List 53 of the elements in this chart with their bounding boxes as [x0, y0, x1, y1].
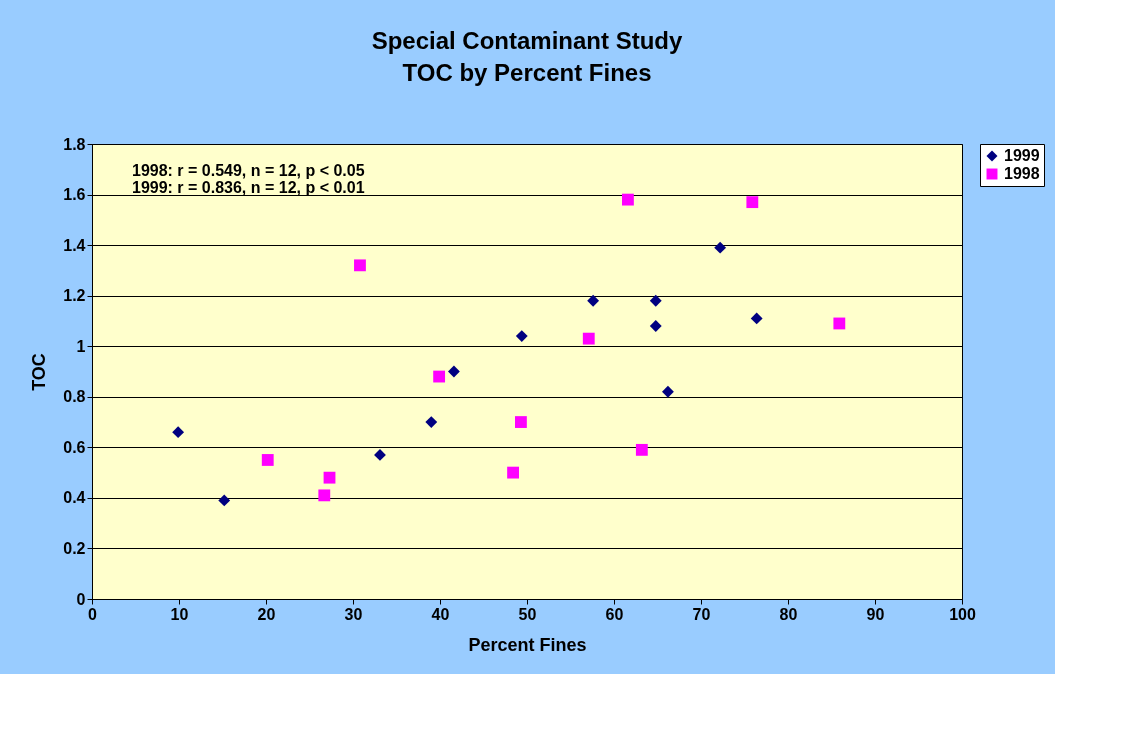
point [507, 466, 519, 479]
y-axis-title: TOC [29, 353, 50, 391]
point [750, 312, 763, 325]
x-tick-label: 40 [431, 605, 450, 623]
point [587, 294, 600, 307]
point [172, 426, 185, 439]
x-tick-label: 80 [779, 605, 798, 623]
point [218, 494, 231, 507]
x-tick-label: 20 [257, 605, 276, 623]
point [833, 317, 846, 330]
x-tick-label: 60 [605, 605, 624, 623]
x-tick-label: 50 [518, 605, 537, 623]
y-tick-label: 1.6 [63, 186, 86, 204]
point [354, 259, 366, 272]
legend-label: 1999 [1004, 147, 1040, 164]
annotation: 1998: r = 0.549, n = 12, p < 0.05 [132, 161, 365, 179]
point [514, 416, 527, 428]
point [622, 193, 634, 206]
point [635, 443, 648, 456]
point [318, 489, 331, 502]
chart-title: Special Contaminant Study [371, 27, 683, 54]
point [662, 385, 674, 398]
y-tick-label: 1.2 [63, 287, 86, 305]
y-tick-label: 0.6 [63, 438, 86, 456]
y-tick-label: 0.8 [63, 388, 86, 406]
x-tick-label: 70 [692, 605, 711, 623]
point [261, 454, 274, 466]
x-axis-title: Percent Fines [468, 634, 587, 655]
x-tick-label: 90 [866, 605, 885, 623]
point [448, 365, 460, 378]
point [433, 370, 446, 383]
point [714, 241, 727, 254]
point [374, 449, 386, 461]
point [582, 332, 595, 345]
y-tick-label: 0.4 [63, 489, 86, 507]
y-tick-label: 1.8 [63, 135, 86, 153]
point [649, 320, 662, 332]
y-tick-label: 1.4 [63, 236, 86, 254]
y-tick-label: 1 [76, 337, 86, 355]
y-tick-label: 0 [76, 590, 86, 608]
point [323, 471, 336, 484]
legend-label: 1998 [1004, 165, 1040, 182]
x-tick-label: 100 [949, 605, 976, 623]
x-tick-label: 30 [344, 605, 363, 623]
point [515, 330, 528, 343]
annotation: 1999: r = 0.836, n = 12, p < 0.01 [132, 178, 365, 196]
x-tick-label: 0 [88, 605, 98, 623]
point [746, 196, 759, 209]
x-tick-label: 10 [170, 605, 189, 623]
chart-subtitle: TOC by Percent Fines [402, 59, 652, 86]
point [425, 416, 438, 428]
point [649, 294, 662, 307]
y-tick-label: 0.2 [63, 539, 86, 557]
